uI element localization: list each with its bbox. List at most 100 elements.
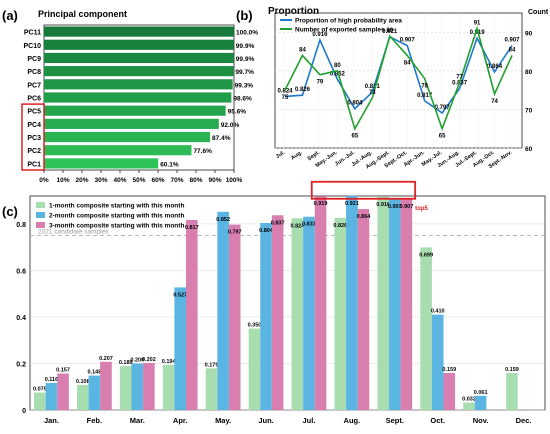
x-tick-label: Jul.: [302, 416, 315, 425]
data-label: 0.194: [162, 359, 177, 365]
legend-label: 2-month composite starting with this mon…: [49, 213, 184, 220]
x-tick-label: Sept.: [386, 416, 404, 425]
reference-line-label: 2021 candidate samples: [38, 229, 109, 236]
y2-tick-label: 70: [525, 107, 533, 114]
category-label: PC4: [27, 122, 41, 129]
x-tick-label: 50%: [132, 177, 145, 184]
bar: [228, 224, 241, 410]
bar: [34, 392, 46, 410]
legend-label: 3-month composite starting with this mon…: [49, 223, 184, 230]
bar: [44, 105, 226, 116]
data-label: 89: [386, 28, 393, 34]
data-label: 0.116: [45, 377, 58, 383]
bar: [334, 217, 347, 410]
x-tick-label: 60%: [151, 177, 164, 184]
data-label: 65: [439, 134, 446, 140]
data-label: 87.4%: [212, 135, 231, 142]
x-tick-label: 90%: [208, 177, 221, 184]
data-label: 75: [282, 95, 289, 101]
data-label: 77.6%: [193, 148, 212, 155]
x-tick-label: 0%: [39, 177, 49, 184]
x-tick-label: 100%: [226, 177, 243, 184]
plot-frame: [274, 12, 523, 149]
data-label: 99.7%: [235, 69, 254, 76]
data-label: 0.148: [87, 370, 101, 376]
bar: [44, 39, 234, 50]
x-tick-label: Mar.: [130, 416, 145, 425]
data-label: 0.919: [470, 30, 486, 36]
data-label: 92.0%: [221, 122, 240, 129]
x-tick-label: Apr.: [173, 416, 188, 425]
data-label: 0.921: [382, 29, 398, 35]
data-label: 0.826: [333, 223, 347, 229]
data-label: 0.804: [259, 228, 274, 234]
bar: [44, 158, 159, 169]
legend-label: Number of exported samples: [295, 27, 385, 34]
data-label: 0.108: [76, 379, 90, 385]
bar: [205, 368, 218, 410]
bar: [44, 118, 219, 129]
bar: [44, 52, 234, 64]
bar: [443, 373, 456, 410]
bar: [431, 314, 444, 410]
bar: [174, 287, 187, 410]
data-label: 0.797: [228, 230, 242, 236]
bar: [248, 328, 261, 410]
data-label: 0.157: [56, 367, 70, 373]
data-label: 0.061: [474, 390, 488, 396]
data-label: 0.824: [290, 223, 305, 229]
x-tick-label: 20%: [75, 177, 88, 184]
data-label: 0.699: [419, 252, 433, 258]
bar: [44, 131, 211, 143]
x-tick-label: Jun.: [258, 416, 273, 425]
bar: [420, 247, 432, 410]
bar: [44, 26, 234, 37]
bar: [314, 196, 327, 410]
bar: [88, 375, 101, 410]
data-label: 84: [509, 47, 516, 53]
data-label: 99.3%: [235, 82, 254, 89]
y2-tick-label: 60: [525, 146, 533, 153]
data-label: 0.410: [431, 309, 445, 315]
data-label: 0.919: [314, 201, 328, 207]
category-label: PC11: [24, 30, 41, 37]
data-label: 0.797: [435, 105, 451, 111]
data-label: 0.916: [376, 202, 390, 208]
bar: [217, 211, 229, 410]
bar: [303, 216, 315, 410]
bar: [131, 363, 144, 410]
data-label: 99.9%: [236, 56, 255, 63]
panel-c-label: (c): [2, 204, 18, 219]
bar: [463, 402, 475, 410]
bar: [260, 222, 272, 410]
category-label: PC9: [27, 56, 41, 63]
data-label: 0.916: [312, 32, 328, 38]
data-label: 99.9%: [236, 43, 255, 50]
top5-label: top5: [415, 206, 428, 212]
data-label: 0.907: [399, 204, 413, 210]
data-label: 77: [456, 74, 463, 80]
x-tick-label: 70%: [170, 177, 183, 184]
data-label: 0.921: [345, 201, 359, 207]
bar: [346, 195, 358, 410]
bar: [506, 373, 518, 410]
category-label: PC5: [27, 109, 41, 116]
data-label: 80: [334, 63, 341, 69]
top5-box: [310, 180, 417, 200]
bar: [100, 361, 112, 410]
data-label: 79: [317, 80, 324, 86]
data-label: 0.350: [248, 323, 262, 329]
bar: [44, 66, 234, 77]
data-label: 0.527: [173, 292, 187, 298]
data-label: 100.0%: [236, 30, 258, 37]
data-label: 91: [474, 20, 481, 26]
data-label: 0.837: [271, 220, 285, 226]
data-label: 74: [491, 99, 498, 105]
x-tick-label: 40%: [113, 177, 126, 184]
category-label: PC1: [27, 161, 41, 168]
bar: [119, 366, 132, 410]
y-tick-label: 0: [22, 408, 26, 415]
x-tick-label: Aug.: [290, 149, 304, 161]
legend-label: 1-month composite starting with this mon…: [49, 203, 184, 210]
